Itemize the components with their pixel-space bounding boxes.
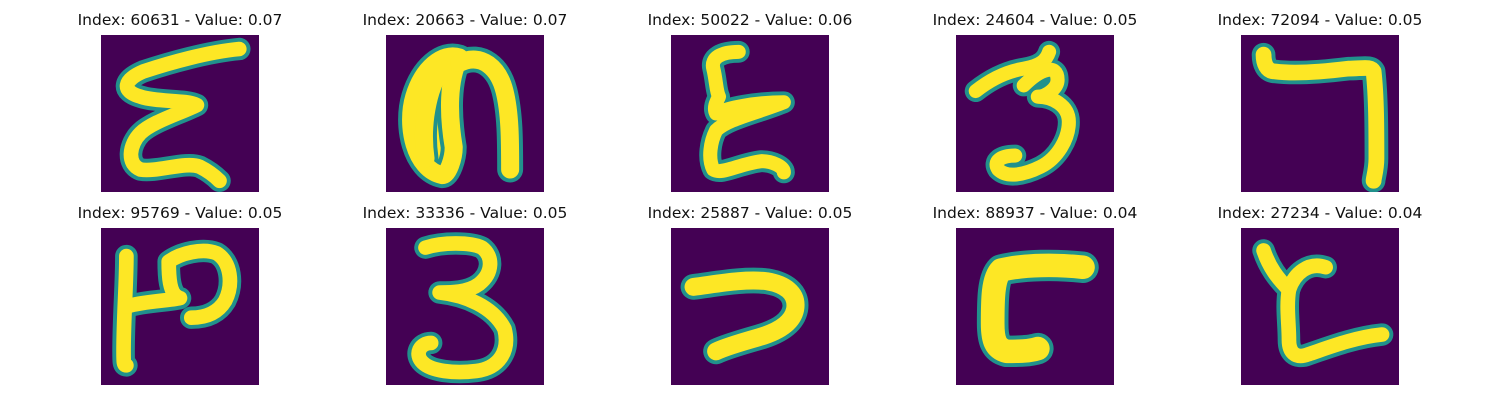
digit-image: [386, 228, 544, 385]
panel-title: Index: 25887 - Value: 0.05: [647, 204, 853, 222]
digit-glyph: [386, 228, 544, 385]
digit-image: [1241, 228, 1399, 385]
glyph-stroke: [411, 236, 514, 380]
digit-image: [1241, 35, 1399, 192]
digit-glyph: [1241, 35, 1399, 192]
digit-glyph: [671, 228, 829, 385]
image-panel: Index: 72094 - Value: 0.05: [1218, 11, 1422, 192]
glyph-stroke: [116, 248, 134, 373]
digit-image: [671, 35, 829, 192]
image-panel: Index: 50022 - Value: 0.06: [648, 11, 852, 192]
glyph-stroke: [684, 271, 805, 361]
glyph-stroke: [989, 62, 1076, 182]
digit-image: [101, 228, 259, 385]
panel-title: Index: 33336 - Value: 0.05: [362, 204, 568, 222]
panel-title: Index: 50022 - Value: 0.06: [647, 11, 853, 29]
digit-glyph: [101, 228, 259, 385]
image-panel: Index: 33336 - Value: 0.05: [363, 204, 567, 385]
digit-image: [386, 35, 544, 192]
glyph-stroke: [1280, 282, 1390, 364]
panel-title: Index: 60631 - Value: 0.07: [77, 11, 283, 29]
panel-title: Index: 27234 - Value: 0.04: [1217, 204, 1423, 222]
digit-image: [101, 35, 259, 192]
glyph-stroke: [980, 253, 1095, 364]
panel-title: Index: 95769 - Value: 0.05: [77, 204, 283, 222]
glyph-stroke: [119, 243, 238, 326]
digit-glyph: [101, 35, 259, 192]
panel-title: Index: 24604 - Value: 0.05: [932, 11, 1138, 29]
glyph-stroke: [1255, 46, 1385, 189]
digit-glyph: [671, 35, 829, 192]
image-panel: Index: 24604 - Value: 0.05: [933, 11, 1137, 192]
digit-glyph: [956, 35, 1114, 192]
digit-image: [956, 35, 1114, 192]
image-panel: Index: 88937 - Value: 0.04: [933, 204, 1137, 385]
digit-glyph: [386, 35, 544, 192]
digit-glyph: [1241, 228, 1399, 385]
digit-glyph: [956, 228, 1114, 385]
panel-title: Index: 20663 - Value: 0.07: [362, 11, 568, 29]
image-panel: Index: 27234 - Value: 0.04: [1218, 204, 1422, 385]
glyph-stroke: [414, 59, 452, 168]
image-panel: Index: 95769 - Value: 0.05: [78, 204, 282, 385]
digit-image: [956, 228, 1114, 385]
glyph-stroke: [450, 50, 520, 179]
glyph-stroke: [968, 44, 1057, 99]
glyph-stroke: [119, 41, 247, 189]
image-panel: Index: 20663 - Value: 0.07: [363, 11, 567, 192]
panel-title: Index: 72094 - Value: 0.05: [1217, 11, 1423, 29]
digit-image: [671, 228, 829, 385]
image-panel: Index: 25887 - Value: 0.05: [648, 204, 852, 385]
glyph-stroke: [703, 44, 791, 180]
image-panel: Index: 60631 - Value: 0.07: [78, 11, 282, 192]
panel-title: Index: 88937 - Value: 0.04: [932, 204, 1138, 222]
